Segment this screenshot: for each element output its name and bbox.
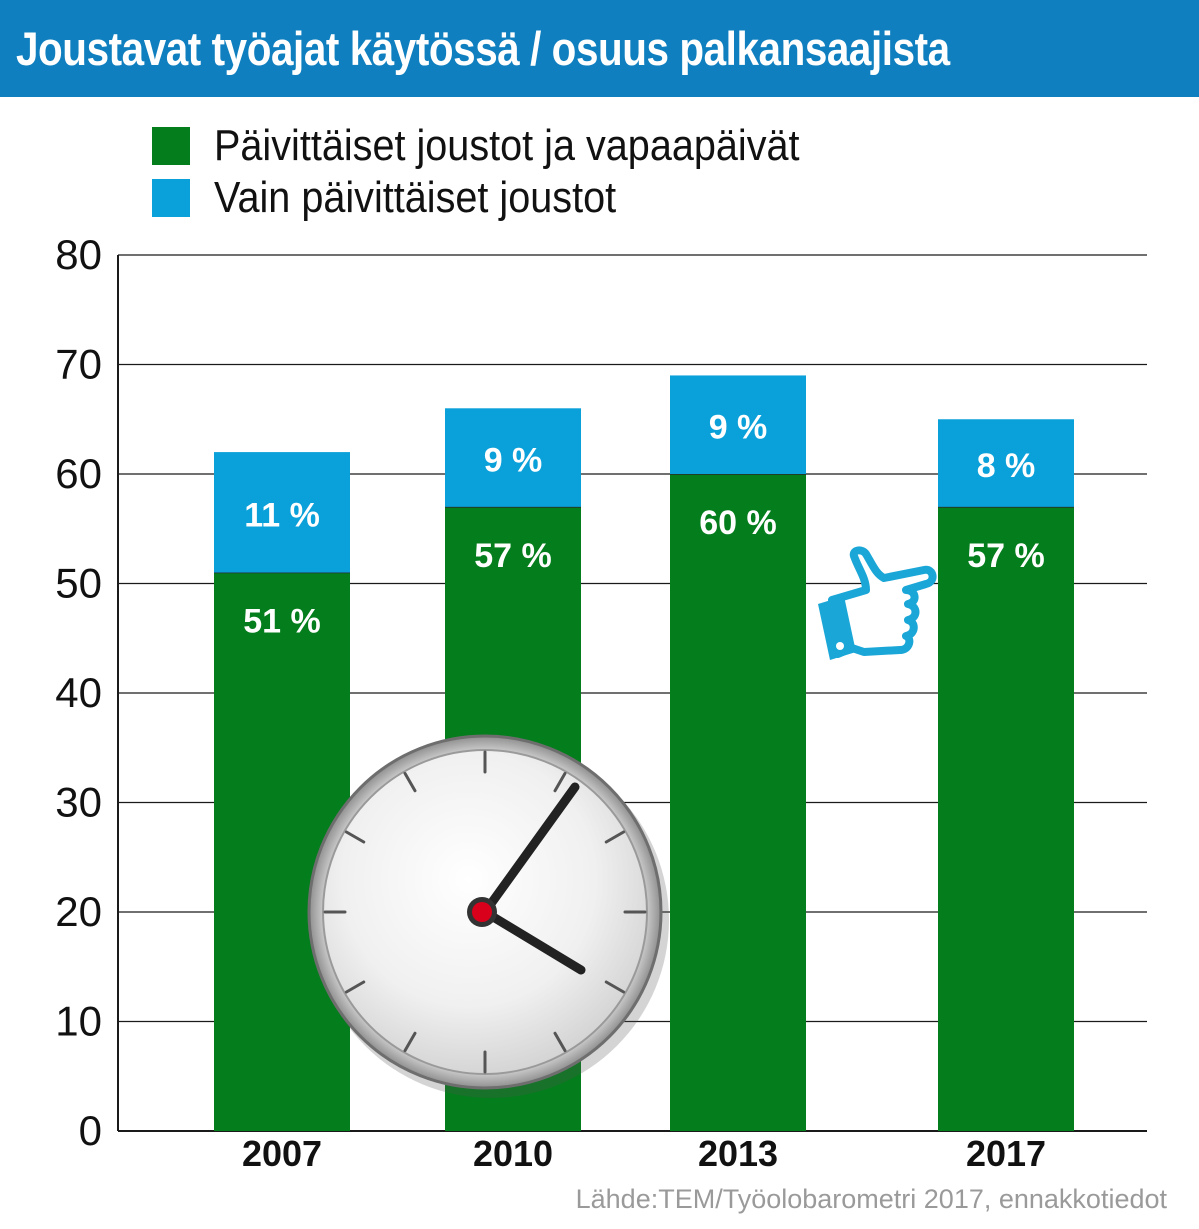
clock-tick	[604, 830, 626, 844]
y-tick-label: 20	[55, 888, 102, 935]
clock-tick	[344, 830, 366, 844]
clock-tick	[553, 771, 567, 793]
data-label: 9 %	[484, 442, 543, 480]
y-tick-label: 0	[79, 1107, 102, 1154]
data-label: 51 %	[243, 603, 321, 641]
legend: Päivittäiset joustot ja vapaapäivät Vain…	[152, 120, 865, 224]
bar-segment	[445, 408, 581, 507]
bar-segment	[670, 474, 806, 1131]
x-tick-label: 2013	[698, 1133, 778, 1174]
data-labels: 51 % 11 % 57 % 9 % 60 % 9 % 57 % 8 %	[243, 409, 1045, 641]
y-tick-label: 50	[55, 560, 102, 607]
title-bar: Joustavat työajat käytössä / osuus palka…	[0, 0, 1199, 97]
y-tick-label: 60	[55, 450, 102, 497]
legend-label: Päivittäiset joustot ja vapaapäivät	[214, 121, 800, 170]
y-tick-label: 40	[55, 669, 102, 716]
clock-tick	[344, 980, 366, 994]
data-label: 9 %	[709, 409, 768, 447]
y-tick-label: 70	[55, 341, 102, 388]
x-axis-ticks: 2007 2010 2013 2017	[242, 1133, 1046, 1174]
x-tick-label: 2007	[242, 1133, 322, 1174]
y-axis-ticks: 0 10 20 30 40 50 60 70 80	[55, 231, 102, 1154]
x-tick-label: 2017	[966, 1133, 1046, 1174]
clock-tick	[403, 1031, 417, 1053]
data-label: 11 %	[244, 496, 320, 534]
bar-segment	[938, 419, 1074, 507]
y-tick-label: 80	[55, 231, 102, 278]
clock-tick	[553, 1031, 567, 1053]
chart-title: Joustavat työajat käytössä / osuus palka…	[16, 22, 950, 75]
clock-tick	[604, 980, 626, 994]
data-label: 8 %	[977, 447, 1036, 485]
data-label: 57 %	[967, 537, 1045, 575]
legend-item-green: Päivittäiset joustot ja vapaapäivät	[152, 120, 865, 172]
x-tick-label: 2010	[473, 1133, 553, 1174]
legend-label: Vain päivittäiset joustot	[214, 173, 617, 222]
y-tick-label: 30	[55, 779, 102, 826]
data-label: 60 %	[699, 504, 777, 542]
data-label: 57 %	[474, 537, 552, 575]
pointing-hand-icon	[818, 546, 937, 660]
source-note: Lähde:TEM/Työolobarometri 2017, ennakkot…	[575, 1184, 1167, 1214]
clock-tick	[403, 771, 417, 793]
y-tick-label: 10	[55, 998, 102, 1045]
legend-swatch-blue	[152, 179, 190, 217]
bar-segment	[938, 506, 1074, 1132]
legend-swatch-green	[152, 127, 190, 165]
bar-segment	[214, 452, 350, 573]
bar-segment	[670, 375, 806, 474]
legend-item-blue: Vain päivittäiset joustot	[152, 172, 865, 224]
clock-icon	[307, 734, 669, 1098]
